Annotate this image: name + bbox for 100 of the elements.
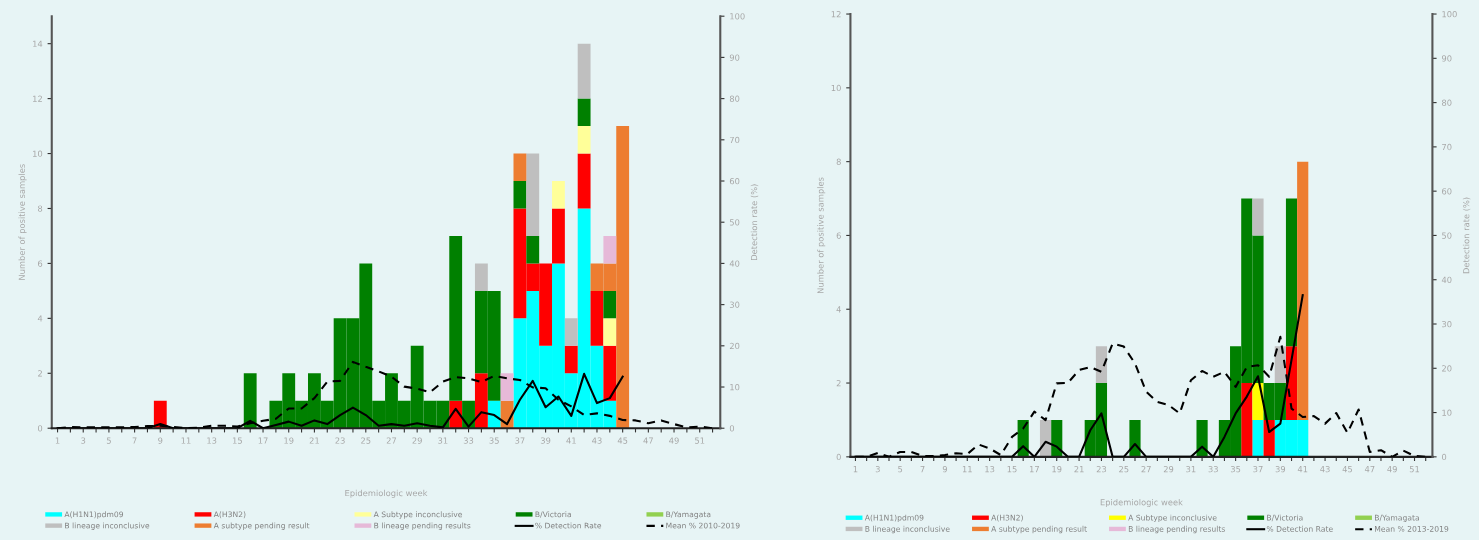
x-tick-label: 19 bbox=[1052, 466, 1062, 473]
y-tick-label: 8 bbox=[836, 158, 841, 165]
bar bbox=[577, 126, 591, 154]
x-tick-label: 1 bbox=[853, 466, 858, 473]
bar bbox=[590, 290, 604, 346]
x-tick-label: 33 bbox=[1208, 466, 1218, 473]
x-tick-label: 29 bbox=[412, 437, 422, 444]
bar bbox=[603, 290, 617, 319]
x-tick-label: 51 bbox=[1409, 466, 1420, 473]
x-tick-label: 33 bbox=[463, 437, 474, 444]
x-tick-label: 31 bbox=[1186, 466, 1196, 473]
bar bbox=[1196, 419, 1208, 457]
y2-tick-label: 60 bbox=[1442, 188, 1452, 195]
x-tick-label: 35 bbox=[489, 437, 499, 444]
y2-tick-label: 30 bbox=[729, 301, 740, 308]
y2-tick-label: 20 bbox=[1442, 365, 1452, 372]
x-tick-label: 21 bbox=[1074, 466, 1084, 473]
x-tick-label: 23 bbox=[1096, 466, 1107, 473]
bar bbox=[577, 43, 591, 99]
y2-tick-label: 90 bbox=[1441, 55, 1452, 62]
y2-axis-title: Detection rate (%) bbox=[1462, 197, 1471, 274]
bar bbox=[526, 235, 540, 264]
x-tick-label: 5 bbox=[106, 437, 111, 444]
bar bbox=[513, 181, 527, 209]
x-axis-title: Epidemiologic week bbox=[1100, 498, 1183, 507]
x-tick-label: 11 bbox=[962, 466, 972, 473]
bar bbox=[243, 373, 257, 429]
x-tick-label: 49 bbox=[669, 437, 679, 444]
x-tick-label: 11 bbox=[181, 437, 191, 444]
y2-tick-label: 0 bbox=[1441, 453, 1447, 461]
bar bbox=[1129, 419, 1141, 457]
bar bbox=[1252, 198, 1264, 236]
bar bbox=[552, 181, 565, 209]
bar bbox=[526, 153, 540, 236]
x-tick-label: 41 bbox=[566, 437, 576, 444]
y-tick-label: 10 bbox=[33, 150, 43, 157]
y-axis-title: Number of positive samples bbox=[817, 177, 826, 294]
y-tick-label: 2 bbox=[38, 370, 42, 377]
y-tick-label: 0 bbox=[836, 453, 841, 461]
y2-tick-label: 100 bbox=[730, 13, 745, 20]
y-tick-label: 2 bbox=[836, 380, 841, 387]
y-tick-label: 4 bbox=[37, 315, 43, 322]
x-tick-label: 39 bbox=[540, 437, 551, 444]
y2-tick-label: 80 bbox=[729, 95, 740, 102]
bar bbox=[564, 345, 578, 374]
y-axis-title: Number of positive samples bbox=[18, 164, 27, 280]
x-tick-label: 39 bbox=[1275, 466, 1286, 473]
y2-tick-label: 50 bbox=[729, 219, 740, 226]
x-tick-label: 3 bbox=[81, 437, 86, 444]
x-tick-label: 45 bbox=[1342, 466, 1353, 473]
x-tick-label: 27 bbox=[386, 437, 397, 444]
bar bbox=[513, 153, 527, 182]
y2-tick-label: 80 bbox=[1442, 99, 1452, 106]
y2-tick-label: 90 bbox=[729, 54, 740, 61]
y2-tick-label: 40 bbox=[729, 260, 740, 267]
y2-tick-label: 10 bbox=[730, 384, 740, 391]
bar bbox=[474, 263, 488, 291]
bar bbox=[1095, 346, 1108, 384]
x-tick-label: 45 bbox=[617, 437, 628, 444]
x-tick-label: 49 bbox=[1387, 466, 1397, 473]
bar bbox=[577, 153, 591, 209]
y-tick-label: 12 bbox=[831, 11, 841, 18]
y-tick-label: 12 bbox=[33, 95, 42, 102]
bar bbox=[449, 235, 463, 401]
x-tick-label: 17 bbox=[1029, 466, 1039, 473]
bar bbox=[1252, 419, 1264, 457]
y2-tick-label: 40 bbox=[1441, 276, 1452, 283]
x-tick-label: 31 bbox=[438, 437, 448, 444]
x-tick-label: 35 bbox=[1230, 466, 1241, 473]
bar bbox=[577, 98, 591, 127]
y-tick-label: 14 bbox=[33, 40, 43, 47]
y2-axis-title: Detection rate (%) bbox=[750, 184, 759, 260]
x-tick-label: 17 bbox=[258, 437, 268, 444]
x-tick-label: 7 bbox=[132, 437, 137, 444]
y-tick-label: 6 bbox=[836, 232, 841, 239]
bar bbox=[603, 235, 617, 264]
x-tick-label: 41 bbox=[1297, 466, 1308, 473]
y2-tick-label: 20 bbox=[729, 342, 740, 350]
x-tick-label: 23 bbox=[335, 437, 345, 444]
y-tick-label: 0 bbox=[37, 425, 43, 432]
y2-tick-label: 60 bbox=[729, 177, 740, 185]
bar bbox=[1241, 383, 1253, 457]
bar bbox=[474, 373, 488, 429]
x-tick-label: 37 bbox=[1253, 466, 1263, 473]
x-tick-label: 5 bbox=[898, 466, 903, 473]
y-tick-label: 4 bbox=[836, 306, 841, 313]
x-tick-label: 1 bbox=[55, 437, 60, 444]
y-tick-label: 10 bbox=[831, 84, 841, 92]
bar bbox=[1285, 198, 1298, 347]
x-tick-label: 51 bbox=[695, 437, 705, 444]
y-tick-label: 6 bbox=[38, 260, 43, 267]
x-tick-label: 9 bbox=[942, 466, 947, 473]
x-tick-label: 47 bbox=[643, 437, 653, 444]
x-tick-label: 21 bbox=[309, 437, 319, 444]
y2-tick-label: 0 bbox=[729, 425, 735, 432]
x-axis-title: Epidemiologic week bbox=[345, 489, 428, 498]
y2-tick-label: 70 bbox=[729, 136, 740, 144]
x-tick-label: 15 bbox=[232, 437, 242, 444]
x-tick-label: 13 bbox=[207, 437, 217, 444]
x-tick-label: 29 bbox=[1163, 466, 1174, 473]
